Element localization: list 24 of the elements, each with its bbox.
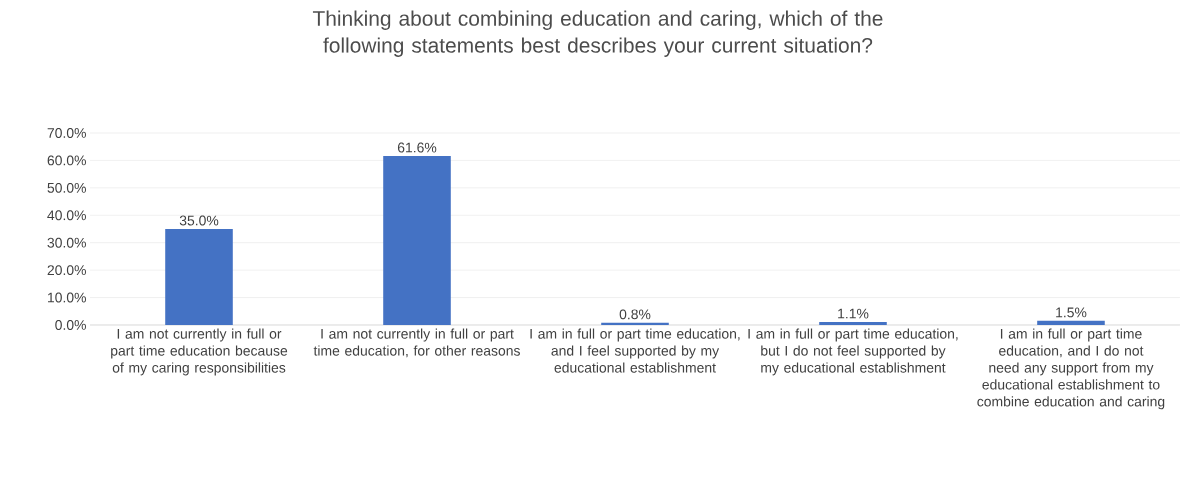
y-tick-label: 40.0% bbox=[47, 210, 86, 221]
x-tick-label: I am in full or part time education, and I feel supported by my educational establishment bbox=[530, 328, 740, 373]
y-tick-label: 0.0% bbox=[55, 320, 86, 330]
y-tick-label: 20.0% bbox=[47, 265, 86, 276]
x-tick-label: I am in full or part time education, and I do not need any support from my educational establishment to combine education and caring bbox=[977, 328, 1165, 410]
data-label: 1.5% bbox=[1056, 307, 1087, 318]
bar bbox=[601, 322, 669, 325]
data-label: 35.0% bbox=[179, 215, 219, 226]
data-label: 1.1% bbox=[838, 308, 869, 319]
y-tick-label: 30.0% bbox=[47, 237, 86, 248]
bar bbox=[165, 228, 233, 325]
data-label: 0.8% bbox=[619, 309, 651, 320]
bar bbox=[819, 321, 887, 325]
y-tick-label: 70.0% bbox=[47, 128, 86, 138]
y-tick-label: 60.0% bbox=[47, 155, 86, 166]
bar bbox=[383, 156, 451, 325]
data-label: 61.6% bbox=[397, 142, 437, 153]
x-tick-label: I am not currently in full or part time education because of my caring responsibilities bbox=[111, 328, 288, 376]
x-tick-label: I am in full or part time education, but I do not feel supported by my educational establishment bbox=[748, 328, 958, 376]
bar bbox=[1037, 320, 1105, 325]
y-tick-label: 50.0% bbox=[47, 182, 86, 193]
y-tick-label: 10.0% bbox=[48, 292, 86, 303]
chart-title: Thinking about combining education and caring, which of the following statements best describes your current situation? bbox=[312, 10, 883, 57]
x-tick-label: I am not currently in full or part time education, for other reasons bbox=[313, 328, 520, 358]
